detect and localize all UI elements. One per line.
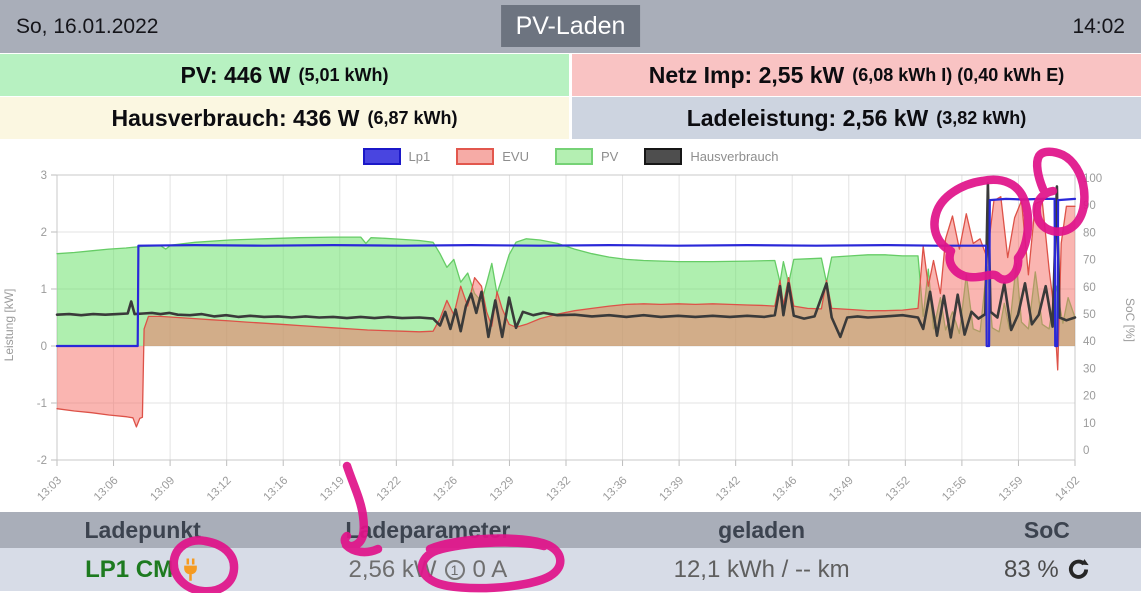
legend-item-evu[interactable]: EVU bbox=[456, 148, 529, 165]
svg-text:13:46: 13:46 bbox=[771, 475, 800, 504]
header-ladepunkt: Ladepunkt bbox=[84, 516, 201, 543]
refresh-icon[interactable] bbox=[1067, 558, 1090, 581]
svg-text:SoC [%]: SoC [%] bbox=[1123, 298, 1137, 342]
status-lade-value: Ladeleistung: 2,56 kW bbox=[686, 104, 929, 131]
svg-text:13:12: 13:12 bbox=[205, 475, 234, 504]
status-netz: Netz Imp: 2,55 kW (6,08 kWh I) (0,40 kWh… bbox=[572, 54, 1141, 96]
svg-text:13:03: 13:03 bbox=[35, 475, 64, 504]
svg-text:0: 0 bbox=[41, 341, 47, 353]
status-netz-energy: (6,08 kWh I) (0,40 kWh E) bbox=[852, 64, 1065, 85]
charged-energy-value: 12,1 kWh / -- km bbox=[673, 555, 850, 583]
status-bars: PV: 446 W (5,01 kWh) Netz Imp: 2,55 kW (… bbox=[0, 54, 1141, 139]
chargepoint-name: LP1 CM bbox=[85, 555, 174, 583]
svg-text:50: 50 bbox=[1083, 309, 1096, 321]
status-haus-value: Hausverbrauch: 436 W bbox=[111, 104, 360, 131]
svg-text:Leistung [kW]: Leistung [kW] bbox=[2, 289, 16, 362]
charge-current-value: 0 A bbox=[472, 555, 508, 583]
date-label: So, 16.01.2022 bbox=[16, 14, 159, 38]
chart-legend: Lp1 EVU PV Hausverbrauch bbox=[0, 148, 1141, 165]
legend-item-pv[interactable]: PV bbox=[554, 148, 619, 165]
legend-swatch-pv-icon bbox=[554, 148, 593, 165]
svg-text:13:56: 13:56 bbox=[940, 475, 969, 504]
legend-swatch-lp1-icon bbox=[362, 148, 401, 165]
cell-geladen: 12,1 kWh / -- km bbox=[571, 556, 953, 584]
chargepoint-table-row: LP1 CM 2,56 kW 1 0 A 12,1 kWh / -- km 83… bbox=[0, 548, 1141, 591]
chart-area: 13:03 13:06 13:09 13:12 13:16 13:19 13:22 13:26… bbox=[0, 139, 1141, 512]
svg-text:13:52: 13:52 bbox=[884, 475, 913, 504]
charge-power-value: 2,56 kW bbox=[348, 555, 437, 583]
svg-text:13:19: 13:19 bbox=[318, 475, 347, 504]
svg-text:3: 3 bbox=[41, 170, 47, 182]
header-geladen: geladen bbox=[718, 516, 806, 543]
legend-swatch-hausverbrauch-icon bbox=[644, 148, 683, 165]
svg-text:0: 0 bbox=[1083, 445, 1089, 457]
svg-text:1: 1 bbox=[41, 284, 47, 296]
svg-text:13:39: 13:39 bbox=[657, 475, 686, 504]
svg-text:13:49: 13:49 bbox=[827, 475, 856, 504]
svg-text:100: 100 bbox=[1083, 173, 1102, 185]
svg-text:70: 70 bbox=[1083, 255, 1096, 267]
svg-text:20: 20 bbox=[1083, 391, 1096, 403]
status-ladeleistung: Ladeleistung: 2,56 kW (3,82 kWh) bbox=[572, 97, 1141, 139]
top-bar: So, 16.01.2022 PV-Laden 14:02 bbox=[0, 0, 1141, 53]
legend-item-lp1[interactable]: Lp1 bbox=[362, 148, 431, 165]
status-hausverbrauch: Hausverbrauch: 436 W (6,87 kWh) bbox=[0, 97, 569, 139]
svg-text:13:06: 13:06 bbox=[92, 475, 121, 504]
svg-text:13:09: 13:09 bbox=[148, 475, 177, 504]
plug-icon bbox=[181, 558, 200, 582]
legend-label-pv: PV bbox=[600, 149, 619, 164]
soc-value: 83 % bbox=[1004, 555, 1059, 583]
status-netz-value: Netz Imp: 2,55 kW bbox=[648, 61, 845, 88]
svg-text:13:22: 13:22 bbox=[375, 475, 404, 504]
legend-item-hausverbrauch[interactable]: Hausverbrauch bbox=[644, 148, 778, 165]
status-haus-energy: (6,87 kWh) bbox=[367, 107, 458, 128]
cell-soc: 83 % bbox=[953, 556, 1141, 584]
svg-text:40: 40 bbox=[1083, 336, 1096, 348]
header-soc: SoC bbox=[1023, 516, 1070, 543]
svg-text:10: 10 bbox=[1083, 418, 1096, 430]
svg-text:13:36: 13:36 bbox=[601, 475, 630, 504]
legend-swatch-evu-icon bbox=[456, 148, 495, 165]
svg-text:13:59: 13:59 bbox=[997, 475, 1026, 504]
svg-text:14:02: 14:02 bbox=[1053, 475, 1082, 504]
header-ladeparameter: Ladeparameter bbox=[345, 516, 511, 543]
svg-text:90: 90 bbox=[1083, 200, 1096, 212]
svg-text:13:26: 13:26 bbox=[431, 475, 460, 504]
svg-text:-2: -2 bbox=[37, 455, 47, 467]
legend-label-hausverbrauch: Hausverbrauch bbox=[690, 149, 779, 164]
svg-text:60: 60 bbox=[1083, 282, 1096, 294]
power-chart: 13:03 13:06 13:09 13:12 13:16 13:19 13:22 13:26… bbox=[2, 170, 1137, 504]
page-title: PV-Laden bbox=[500, 5, 641, 47]
clock-label: 14:02 bbox=[1072, 14, 1125, 38]
legend-label-lp1: Lp1 bbox=[408, 149, 431, 164]
svg-text:13:16: 13:16 bbox=[262, 475, 291, 504]
svg-text:-1: -1 bbox=[37, 398, 47, 410]
svg-text:13:42: 13:42 bbox=[714, 475, 743, 504]
chargepoint-table-header: Ladepunkt Ladeparameter geladen SoC bbox=[0, 512, 1141, 548]
svg-text:13:29: 13:29 bbox=[488, 475, 517, 504]
svg-text:30: 30 bbox=[1083, 363, 1096, 375]
status-pv-energy: (5,01 kWh) bbox=[298, 64, 389, 85]
status-pv: PV: 446 W (5,01 kWh) bbox=[0, 54, 569, 96]
svg-text:13:32: 13:32 bbox=[544, 475, 573, 504]
status-pv-value: PV: 446 W bbox=[180, 61, 291, 88]
svg-text:80: 80 bbox=[1083, 227, 1096, 239]
phase-count-badge: 1 bbox=[444, 559, 465, 580]
phase-count: 1 bbox=[450, 561, 459, 578]
cell-ladepunkt: LP1 CM bbox=[0, 556, 285, 584]
legend-label-evu: EVU bbox=[502, 149, 529, 164]
status-lade-energy: (3,82 kWh) bbox=[936, 107, 1027, 128]
cell-ladeparameter: 2,56 kW 1 0 A bbox=[285, 556, 570, 584]
svg-text:2: 2 bbox=[41, 227, 47, 239]
